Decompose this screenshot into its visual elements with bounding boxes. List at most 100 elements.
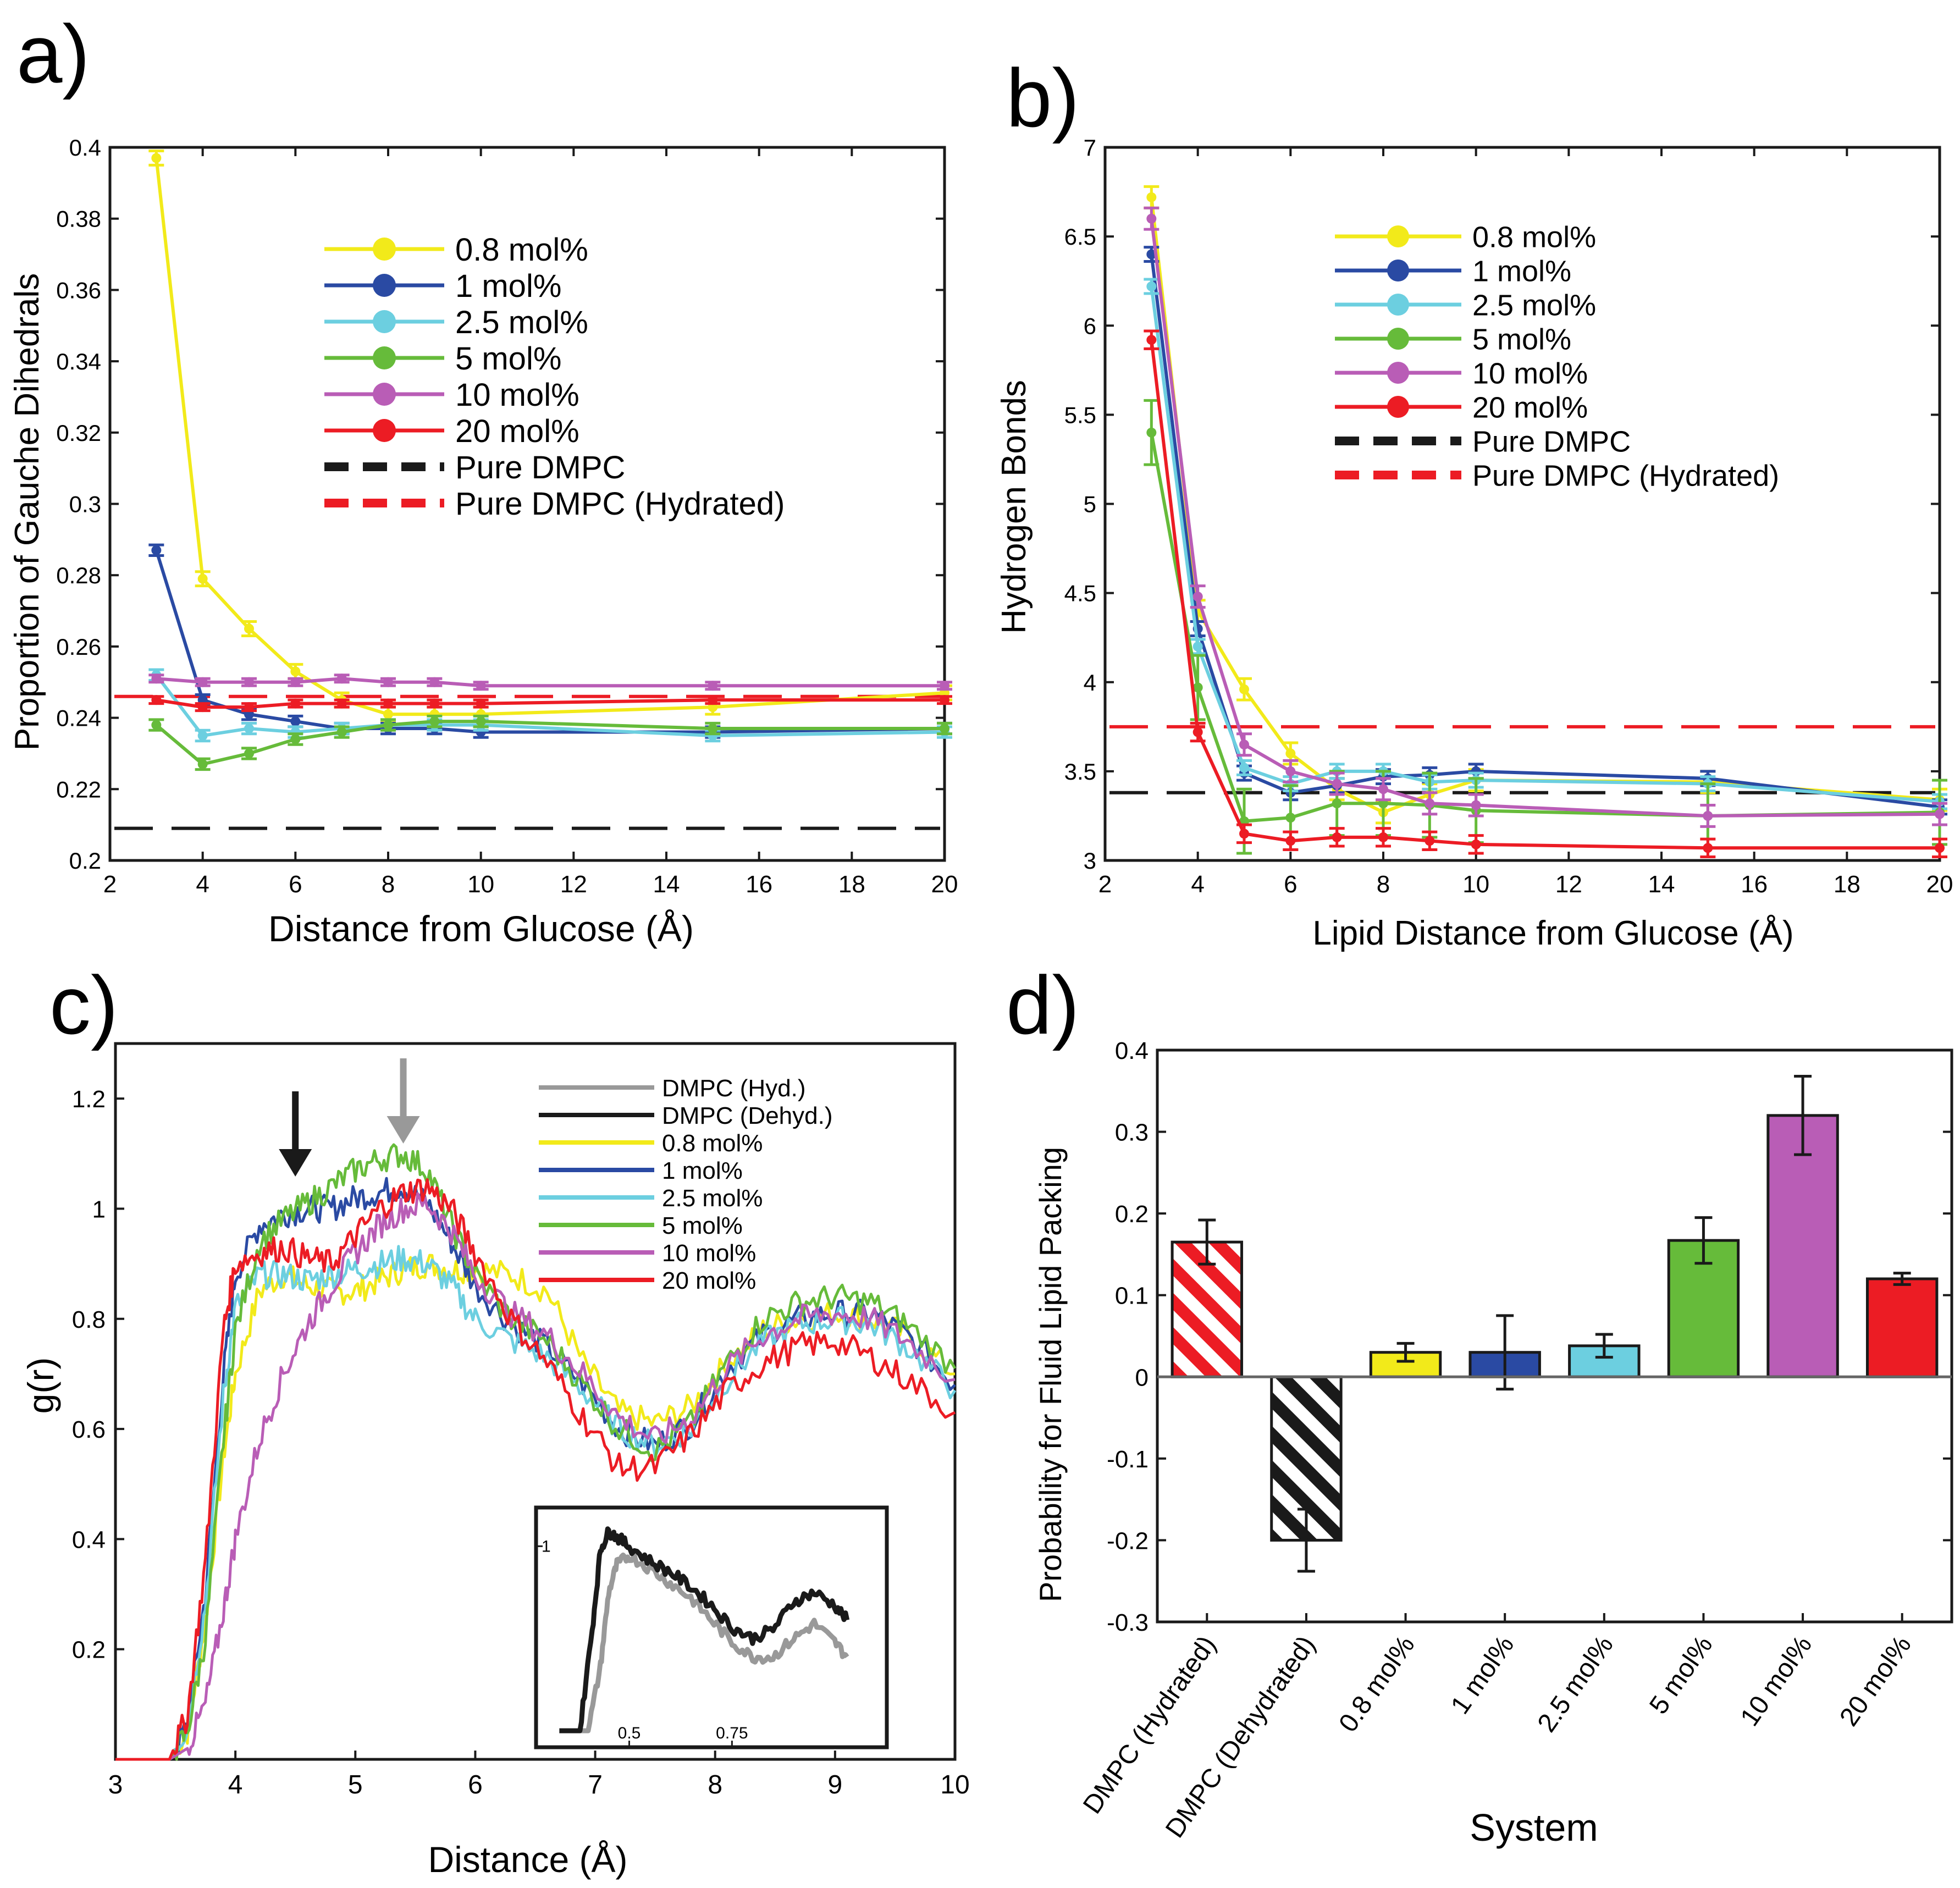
data-point bbox=[429, 716, 440, 727]
data-point bbox=[429, 698, 440, 709]
legend-label: 0.8 mol% bbox=[455, 232, 588, 268]
panel-a-axes: 2 4 6 8 10 12 14 16 18 20 0.2 0.22 0.24 0.26 0.28 0.3 0.… bbox=[56, 135, 958, 898]
data-point bbox=[336, 727, 347, 737]
data-point bbox=[197, 731, 208, 741]
data-point bbox=[1935, 809, 1945, 819]
series-line bbox=[156, 677, 945, 688]
y-tick-label: 0.36 bbox=[56, 277, 101, 303]
legend-label: 10 mol% bbox=[662, 1240, 756, 1267]
legend-label: Pure DMPC bbox=[1472, 425, 1631, 458]
data-point bbox=[1239, 763, 1249, 773]
data-point bbox=[1378, 784, 1388, 794]
y-tick-label: -0.2 bbox=[1107, 1527, 1149, 1554]
data-point bbox=[290, 716, 301, 727]
series-line bbox=[115, 1192, 956, 1761]
y-tick-label: 3.5 bbox=[1064, 759, 1096, 785]
panel-b-ylabel: Hydrogen Bonds bbox=[995, 380, 1033, 634]
data-point bbox=[1285, 748, 1296, 759]
legend-marker bbox=[373, 238, 396, 261]
panel-d-xlabel: System bbox=[1470, 1806, 1598, 1849]
legend-label: 5 mol% bbox=[455, 341, 561, 377]
y-tick-label: 1 bbox=[92, 1196, 106, 1223]
y-tick-label: 7 bbox=[1084, 135, 1096, 161]
data-point bbox=[1332, 779, 1342, 789]
legend-label: 20 mol% bbox=[455, 413, 579, 449]
legend-label: 5 mol% bbox=[1472, 323, 1571, 356]
y-tick-label: 5 bbox=[1084, 492, 1096, 517]
data-point bbox=[1146, 213, 1157, 224]
x-tick-label: 5 bbox=[348, 1770, 363, 1799]
y-tick-label: 4 bbox=[1084, 670, 1096, 695]
panel-b-xlabel: Lipid Distance from Glucose (Å) bbox=[1312, 914, 1793, 952]
black-arrow-head bbox=[279, 1149, 312, 1177]
legend-label: 20 mol% bbox=[662, 1267, 756, 1294]
legend-label: 2.5 mol% bbox=[455, 305, 588, 340]
y-tick-label: 0.22 bbox=[56, 776, 101, 802]
series-line bbox=[154, 674, 945, 738]
legend-label: 1 mol% bbox=[1472, 255, 1571, 288]
legend-label: Pure DMPC (Hydrated) bbox=[455, 486, 785, 522]
data-point bbox=[1239, 829, 1249, 839]
legend-marker bbox=[1387, 362, 1409, 384]
x-tick-label: 6 bbox=[289, 871, 302, 898]
data-point bbox=[290, 698, 301, 709]
series-line bbox=[115, 1143, 957, 1761]
legend-label: Pure DMPC bbox=[455, 450, 625, 485]
x-tick-label: 18 bbox=[1834, 871, 1860, 898]
legend-label: 10 mol% bbox=[1472, 357, 1588, 390]
inset-frame bbox=[534, 1505, 889, 1749]
data-point bbox=[290, 677, 301, 687]
panel-a-ylabel: Proportion of Gauche Dihedrals bbox=[8, 273, 46, 750]
data-point bbox=[1285, 836, 1296, 846]
legend-label: 1 mol% bbox=[455, 268, 561, 304]
data-point bbox=[940, 695, 949, 705]
panel-a: a) 2 4 6 8 10 12 14 16 18 20 0.2 0.22 0.24 0.26 0.28 0.… bbox=[8, 8, 958, 949]
data-point bbox=[1192, 592, 1203, 602]
legend-label: 5 mol% bbox=[662, 1212, 743, 1239]
y-tick-label: 6 bbox=[1084, 313, 1096, 339]
legend-marker bbox=[1387, 396, 1409, 418]
data-point bbox=[1378, 832, 1388, 842]
data-point bbox=[290, 666, 301, 677]
data-point bbox=[1471, 839, 1481, 849]
legend-marker bbox=[1387, 294, 1409, 316]
data-point bbox=[476, 716, 486, 727]
x-tick-label: 0.8 mol% bbox=[1333, 1631, 1420, 1737]
panel-c-xlabel: Distance (Å) bbox=[428, 1839, 627, 1880]
data-point bbox=[1146, 281, 1157, 291]
x-tick-label: 9 bbox=[828, 1770, 843, 1799]
data-point bbox=[244, 702, 254, 713]
y-tick-label: 0 bbox=[1135, 1364, 1149, 1391]
x-tick-label: 20 bbox=[931, 871, 958, 898]
legend-label: 2.5 mol% bbox=[1472, 289, 1596, 322]
legend-label: DMPC (Dehyd.) bbox=[662, 1102, 833, 1129]
data-point bbox=[151, 153, 162, 163]
data-point bbox=[1703, 843, 1713, 853]
x-tick-label: 18 bbox=[838, 871, 865, 898]
data-point bbox=[1935, 843, 1945, 853]
data-point bbox=[1332, 798, 1342, 809]
legend-label: 10 mol% bbox=[455, 377, 579, 413]
data-point bbox=[244, 724, 254, 734]
panel-d-label: d) bbox=[1006, 959, 1079, 1051]
y-tick-label: 0.34 bbox=[56, 349, 101, 374]
data-point bbox=[1146, 335, 1157, 345]
y-tick-label: 0.28 bbox=[56, 562, 101, 588]
series-line bbox=[115, 1245, 957, 1761]
data-point bbox=[383, 677, 393, 687]
y-tick-label: 0.4 bbox=[1115, 1037, 1149, 1064]
inset-x-tick-label: 0.75 bbox=[716, 1724, 748, 1742]
inset-series-line bbox=[559, 1552, 849, 1734]
panel-c-axes: 3 4 5 6 7 8 9 10 0.2 0.4 0.6 0.8 1 1.2 DMPC (Hyd.)DMPC… bbox=[72, 1042, 970, 1799]
y-tick-label: 0.2 bbox=[72, 1637, 106, 1664]
x-tick-label: 1 mol% bbox=[1445, 1631, 1520, 1720]
data-point bbox=[476, 698, 486, 709]
bar bbox=[1865, 1277, 1939, 1378]
legend-label: 2.5 mol% bbox=[662, 1185, 763, 1212]
plot-frame bbox=[1156, 1048, 1953, 1624]
legend-marker bbox=[373, 346, 396, 369]
legend-label: 1 mol% bbox=[662, 1157, 743, 1184]
data-point bbox=[151, 720, 162, 730]
data-point bbox=[1285, 813, 1296, 823]
